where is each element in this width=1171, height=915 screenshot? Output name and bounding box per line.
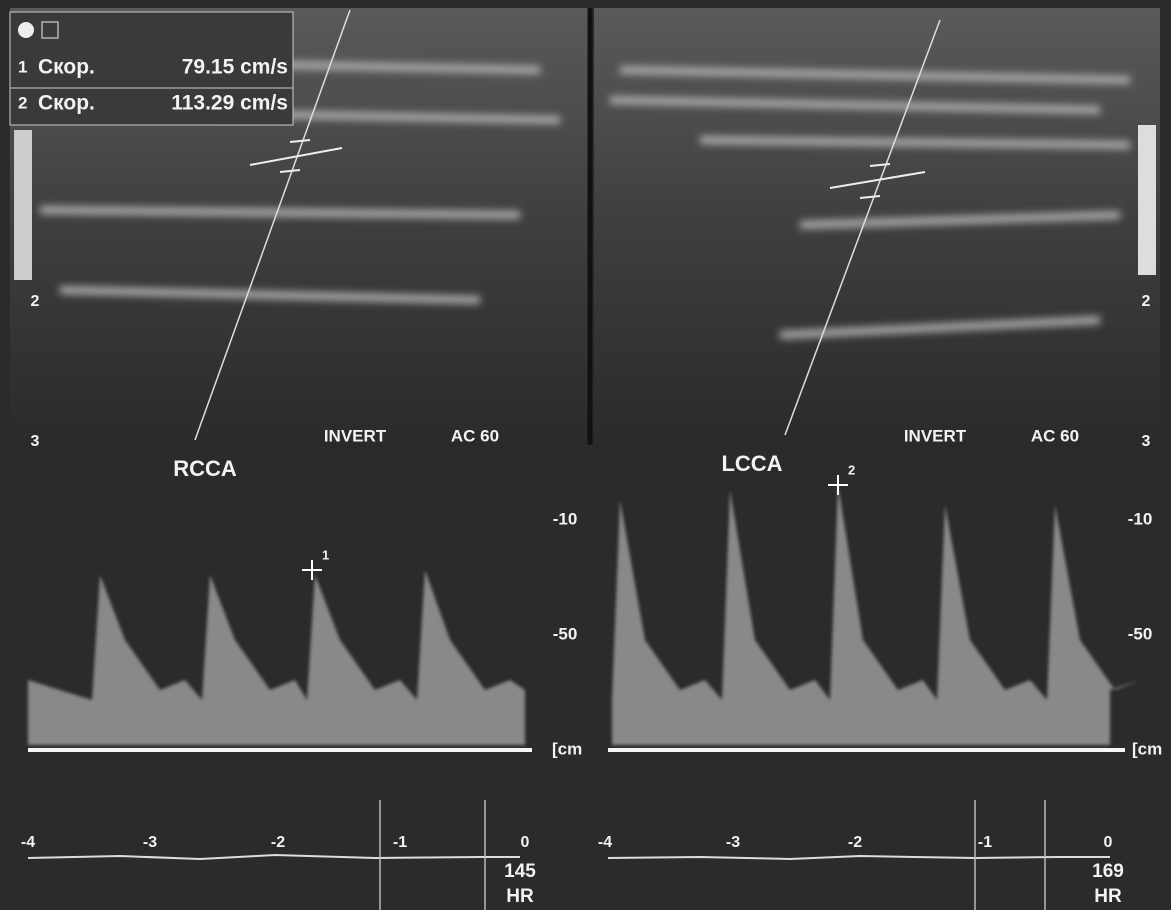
label: -4 [21,834,35,851]
label: 79.15 cm/s [182,56,288,79]
tissue-band [40,210,520,215]
label: 2 [18,93,27,112]
label: [cm [552,739,582,758]
label: -50 [553,624,578,643]
label: 3 [1142,433,1151,450]
label: AC 60 [451,426,499,445]
label: -1 [978,834,992,851]
label: 113.29 cm/s [171,92,288,115]
label: -3 [726,834,740,851]
label: -1 [393,834,407,851]
tissue-band [700,140,1130,145]
label: [cm [1132,739,1162,758]
label: 1 [18,57,27,76]
label: 0 [1104,834,1113,851]
label: 1 [322,547,329,562]
label: 2 [31,293,40,310]
label: INVERT [324,426,387,445]
gray-bar [14,130,32,280]
label: 145 [504,861,536,882]
gray-bar [1138,125,1156,275]
label: HR [1094,886,1122,907]
label: -4 [598,834,612,851]
label: Скор. [38,56,95,79]
ultrasound-screen: 1 Скор. 79.15 cm/s 2 Скор. 113.29 cm/s 2 3 INVER… [0,0,1171,910]
label: HR [506,886,534,907]
label: -50 [1128,624,1153,643]
label: RCCA [173,456,237,481]
label: LCCA [721,451,782,476]
label: AC 60 [1031,426,1079,445]
label: 2 [1142,293,1151,310]
label: 3 [31,433,40,450]
label: 169 [1092,861,1124,882]
label: INVERT [904,426,967,445]
label: -10 [1128,509,1153,528]
label: -10 [553,509,578,528]
label: Скор. [38,92,95,115]
label: 0 [521,834,530,851]
label: 2 [848,462,855,477]
label: -3 [143,834,157,851]
label: -2 [271,834,285,851]
label: -2 [848,834,862,851]
icon [18,22,34,38]
